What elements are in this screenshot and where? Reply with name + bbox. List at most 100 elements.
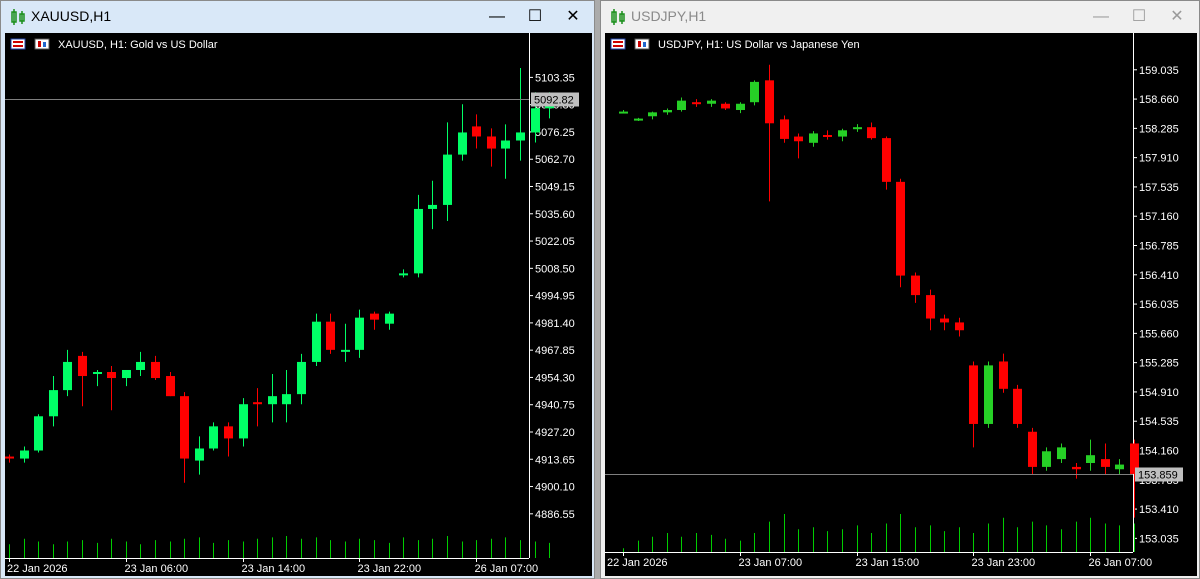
symbol-icon-bar <box>43 42 46 47</box>
chart-background <box>605 33 1197 576</box>
maximize-button[interactable]: ☐ <box>1131 8 1147 25</box>
candle-body <box>93 372 102 375</box>
y-tick-label: 155.285 <box>1139 358 1179 370</box>
candle-body <box>1042 451 1051 467</box>
price-chart[interactable]: USDJPY, H1: US Dollar vs Japanese Yen 159… <box>605 33 1197 576</box>
candle-body <box>399 273 408 276</box>
flag-icon <box>10 38 26 50</box>
last-price-label: 153.859 <box>1138 470 1178 482</box>
candle-body <box>896 181 905 276</box>
candle-body <box>151 361 160 379</box>
candle-body <box>999 361 1008 389</box>
flag-stripe <box>13 45 23 47</box>
y-tick-label: 156.785 <box>1139 241 1179 253</box>
last-price-label: 5092.82 <box>534 95 574 107</box>
flag-stripe <box>613 41 623 43</box>
y-tick-label: 5062.70 <box>535 154 575 166</box>
candle-body <box>867 127 876 139</box>
y-tick-label: 5076.25 <box>535 127 575 139</box>
candle-body <box>458 132 467 155</box>
candle-body <box>239 404 248 439</box>
candle-body <box>282 394 291 405</box>
candle-body <box>341 349 350 352</box>
candle-body <box>34 416 43 451</box>
price-chart[interactable]: XAUUSD, H1: Gold vs US Dollar5103.355089… <box>5 33 592 576</box>
x-tick-label: 26 Jan 07:00 <box>475 563 539 575</box>
y-tick-label: 158.660 <box>1139 94 1179 106</box>
candle-body <box>955 322 964 331</box>
y-tick-label: 156.410 <box>1139 270 1179 282</box>
y-tick-label: 4940.75 <box>535 400 575 412</box>
y-tick-label: 4981.40 <box>535 318 575 330</box>
candle-body <box>297 361 306 395</box>
chart-background <box>5 33 592 576</box>
candle-body <box>969 365 978 424</box>
candle-body <box>209 426 218 449</box>
candle-body <box>1130 443 1139 474</box>
title-bar[interactable]: XAUUSD,H1 — ☐ ✕ <box>1 1 594 33</box>
y-tick-label: 154.535 <box>1139 416 1179 428</box>
y-tick-label: 5022.05 <box>535 236 575 248</box>
minimize-button[interactable]: — <box>489 8 505 25</box>
candle-body <box>472 126 481 137</box>
candle-body <box>78 355 87 377</box>
y-tick-label: 158.285 <box>1139 123 1179 135</box>
y-tick-label: 153.410 <box>1139 504 1179 516</box>
window-title: XAUUSD,H1 <box>31 8 112 24</box>
window-title: USDJPY,H1 <box>631 8 707 24</box>
y-tick-label: 153.035 <box>1139 533 1179 545</box>
close-button[interactable]: ✕ <box>1170 8 1184 25</box>
candlestick-chart[interactable]: XAUUSD, H1: Gold vs US Dollar5103.355089… <box>5 33 592 576</box>
y-tick-label: 154.160 <box>1139 446 1179 458</box>
candle-body <box>1115 464 1124 470</box>
candle-body <box>224 426 233 439</box>
candle-body <box>107 372 116 379</box>
x-tick-label: 23 Jan 07:00 <box>739 557 803 569</box>
y-tick-label: 5008.50 <box>535 263 575 275</box>
candle-body <box>780 119 789 139</box>
y-tick-label: 5035.60 <box>535 209 575 221</box>
candle-body <box>166 376 175 397</box>
y-tick-label: 154.910 <box>1139 387 1179 399</box>
close-button[interactable]: ✕ <box>566 8 580 25</box>
symbol-icon-bar <box>643 42 646 47</box>
y-tick-label: 5103.35 <box>535 72 575 84</box>
flag-icon <box>610 38 626 50</box>
title-bar[interactable]: USDJPY,H1 — ☐ ✕ <box>601 1 1199 33</box>
x-tick-label: 22 Jan 2026 <box>7 563 68 575</box>
last-price-box <box>531 92 579 107</box>
candle-body <box>136 361 145 370</box>
y-tick-label: 5049.15 <box>535 182 575 194</box>
x-tick-label: 23 Jan 15:00 <box>856 557 920 569</box>
candlestick-chart[interactable]: USDJPY, H1: US Dollar vs Japanese Yen 159… <box>605 33 1197 576</box>
minimize-button[interactable]: — <box>1093 8 1109 25</box>
candle-body <box>648 112 657 117</box>
x-tick-label: 26 Jan 07:00 <box>1089 557 1153 569</box>
usdjpy-window[interactable]: USDJPY,H1 — ☐ ✕ USDJPY, H1: US Dollar vs… <box>600 0 1200 579</box>
y-tick-label: 4967.85 <box>535 345 575 357</box>
x-tick-label: 23 Jan 22:00 <box>358 563 422 575</box>
maximize-button[interactable]: ☐ <box>527 8 543 25</box>
candle-body <box>501 140 510 149</box>
candle-body <box>809 133 818 143</box>
candle-body <box>823 135 832 137</box>
candle-body <box>984 365 993 424</box>
symbol-icon-bar <box>38 41 41 47</box>
candle-body <box>1101 459 1110 467</box>
y-tick-label: 4913.65 <box>535 454 575 466</box>
xauusd-window[interactable]: XAUUSD,H1 — ☐ ✕ XAUUSD, H1: Gold vs US D… <box>0 0 595 579</box>
y-tick-label: 4954.30 <box>535 372 575 384</box>
x-tick-label: 22 Jan 2026 <box>607 557 668 569</box>
y-tick-label: 4994.95 <box>535 291 575 303</box>
candle-body <box>721 103 730 109</box>
candle-body <box>516 132 525 141</box>
chart-label: XAUUSD, H1: Gold vs US Dollar <box>58 39 218 51</box>
y-tick-label: 155.660 <box>1139 328 1179 340</box>
y-tick-label: 4886.55 <box>535 509 575 521</box>
y-tick-label: 157.910 <box>1139 153 1179 165</box>
candle-body <box>794 136 803 142</box>
candle-body <box>63 361 72 391</box>
candle-body <box>443 154 452 205</box>
candle-body <box>853 127 862 130</box>
candle-body <box>619 111 628 114</box>
